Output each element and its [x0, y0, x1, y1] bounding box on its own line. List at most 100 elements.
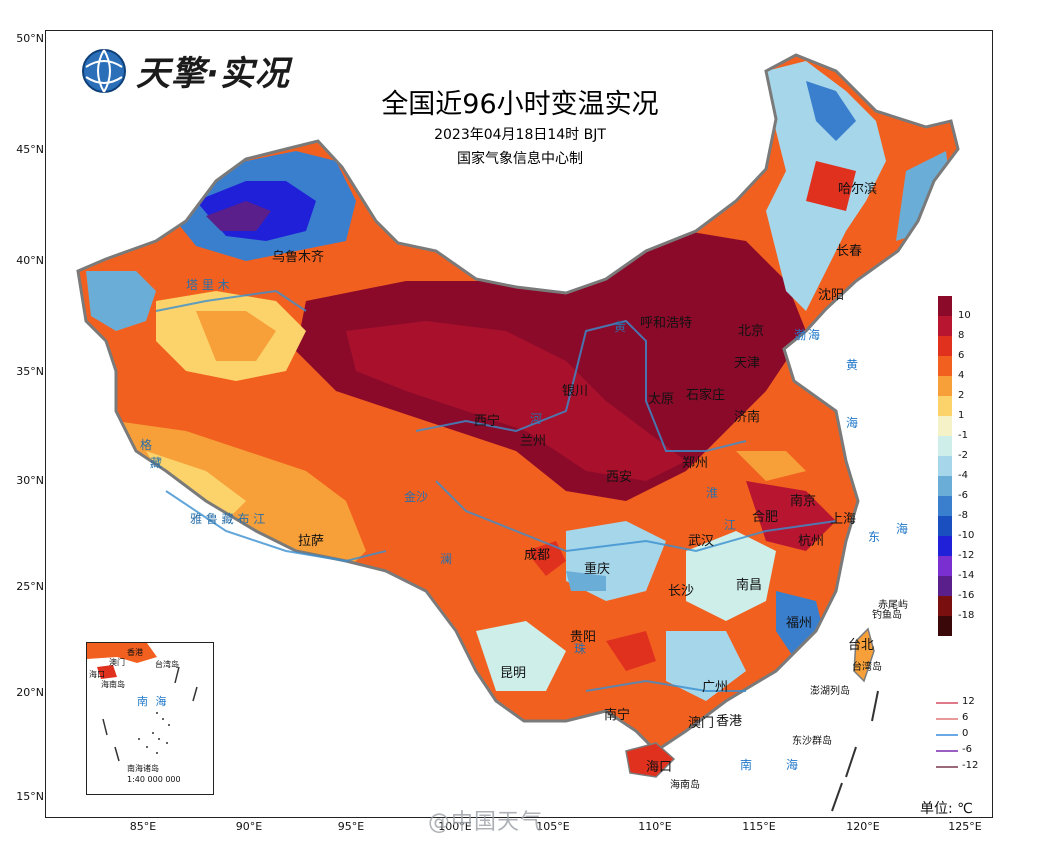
line-legend-label: -6 — [962, 744, 972, 755]
legend-label: -4 — [958, 470, 968, 481]
label-taiwan: 台湾岛 — [852, 662, 882, 673]
legend-label: -12 — [958, 550, 975, 561]
unit-label: 单位: ℃ — [920, 801, 973, 817]
label-huai: 淮 — [706, 486, 719, 500]
city-wuhan: 武汉 — [688, 534, 715, 549]
line-legend-label: 12 — [962, 696, 975, 707]
city-harbin: 哈尔滨 — [838, 182, 878, 197]
line-legend-swatch — [936, 750, 958, 752]
city-macao: 澳门 — [688, 716, 715, 731]
label-lancang: 澜 — [440, 552, 453, 566]
lon-tick-105: 105°E — [536, 820, 570, 833]
label-penghu: 澎湖列岛 — [810, 686, 850, 697]
sea-bohai: 渤海 — [794, 328, 823, 342]
city-shijiazhuang: 石家庄 — [686, 388, 726, 403]
legend-swatch — [938, 616, 952, 636]
city-taibei: 台北 — [848, 638, 875, 653]
city-xian: 西安 — [606, 470, 633, 485]
city-shenyang: 沈阳 — [818, 288, 845, 303]
legend-swatch — [938, 576, 952, 596]
legend-swatch — [938, 536, 952, 556]
lat-tick-40: 40°N — [16, 254, 44, 267]
legend-swatch — [938, 296, 952, 316]
city-lhasa: 拉萨 — [298, 534, 325, 549]
city-haikou: 海口 — [646, 760, 673, 775]
line-legend-swatch — [936, 734, 958, 736]
line-legend-swatch — [936, 718, 958, 720]
lat-tick-50: 50°N — [16, 32, 44, 45]
city-hongkong: 香港 — [716, 714, 743, 729]
label-jiang: 江 — [724, 518, 737, 532]
city-fuzhou: 福州 — [786, 616, 813, 631]
city-hangzhou: 杭州 — [798, 534, 825, 549]
legend-swatch — [938, 596, 952, 616]
legend-label: -14 — [958, 570, 975, 581]
city-shanghai: 上海 — [830, 512, 857, 527]
label-he: 河 — [530, 412, 543, 426]
sea-donghai-1: 东 — [868, 530, 883, 544]
city-changchun: 长春 — [836, 244, 863, 259]
south-china-sea-inset: 澳门 台湾岛 香港 海口 海南岛 南 海 南海诸岛 1:40 000 000 — [86, 642, 214, 795]
label-hainan: 海南岛 — [670, 780, 700, 791]
lon-tick-100: 100°E — [438, 820, 472, 833]
legend-label: 10 — [958, 310, 971, 321]
city-zhengzhou: 郑州 — [682, 456, 709, 471]
legend-label: 8 — [958, 330, 965, 341]
inset-hongkong: 香港 — [127, 648, 143, 657]
legend-label: 1 — [958, 410, 965, 421]
label-kecheng: 格 — [140, 438, 153, 452]
tianqing-logo: 天擎·实况 — [80, 46, 290, 95]
label-jinsha: 金沙 — [404, 490, 429, 504]
legend-swatch — [938, 416, 952, 436]
line-legend-label: 6 — [962, 712, 969, 723]
lon-tick-125: 125°E — [948, 820, 982, 833]
inset-nanhai: 南 海 — [137, 695, 169, 708]
inset-nanhai-islands: 南海诸岛 — [127, 764, 159, 773]
label-tarim: 塔 里 木 — [186, 278, 230, 292]
lat-tick-35: 35°N — [16, 365, 44, 378]
legend-swatch — [938, 336, 952, 356]
label-yalu: 雅 鲁 藏 布 江 — [190, 512, 266, 526]
legend-swatch — [938, 456, 952, 476]
map-frame — [45, 30, 993, 818]
legend-label: -1 — [958, 430, 968, 441]
temperature-change-map — [76, 53, 960, 812]
legend-swatch — [938, 356, 952, 376]
lat-tick-25: 25°N — [16, 580, 44, 593]
line-legend-label: -12 — [962, 760, 979, 771]
sea-donghai-2: 海 — [896, 522, 911, 536]
city-yinchuan: 银川 — [562, 384, 589, 399]
city-xining: 西宁 — [474, 414, 501, 429]
city-guangzhou: 广州 — [702, 680, 729, 695]
legend-swatch — [938, 316, 952, 336]
label-chiwei: 赤尾屿 — [878, 600, 908, 611]
lon-tick-85: 85°E — [129, 820, 157, 833]
city-taiyuan: 太原 — [648, 392, 675, 407]
legend-swatch — [938, 556, 952, 576]
legend-swatch — [938, 476, 952, 496]
label-huanghe: 黄 — [614, 320, 627, 334]
legend-label: -18 — [958, 610, 975, 621]
line-legend-swatch — [936, 766, 958, 768]
logo-text: 天擎·实况 — [136, 54, 290, 94]
map-title: 全国近96小时变温实况 — [381, 89, 659, 120]
legend-label: -6 — [958, 490, 968, 501]
sea-huanghai-1: 黄 — [846, 358, 861, 372]
city-chengdu: 成都 — [524, 548, 551, 563]
city-jinan: 济南 — [734, 410, 761, 425]
legend-label: -8 — [958, 510, 968, 521]
lon-tick-90: 90°E — [235, 820, 263, 833]
inset-hainan: 海南岛 — [101, 680, 125, 689]
sea-huanghai-2: 海 — [846, 416, 861, 430]
legend-label: 4 — [958, 370, 965, 381]
lon-tick-120: 120°E — [846, 820, 880, 833]
lat-tick-30: 30°N — [16, 474, 44, 487]
lon-tick-95: 95°E — [337, 820, 365, 833]
inset-haikou: 海口 — [89, 670, 105, 679]
legend-label: 2 — [958, 390, 965, 401]
label-diaoyu: 钓鱼岛 — [872, 610, 902, 621]
line-legend-label: 0 — [962, 728, 969, 739]
city-hohhot: 呼和浩特 — [640, 316, 693, 331]
inset-map — [87, 643, 198, 762]
label-zhujiang: 珠 — [574, 642, 587, 656]
